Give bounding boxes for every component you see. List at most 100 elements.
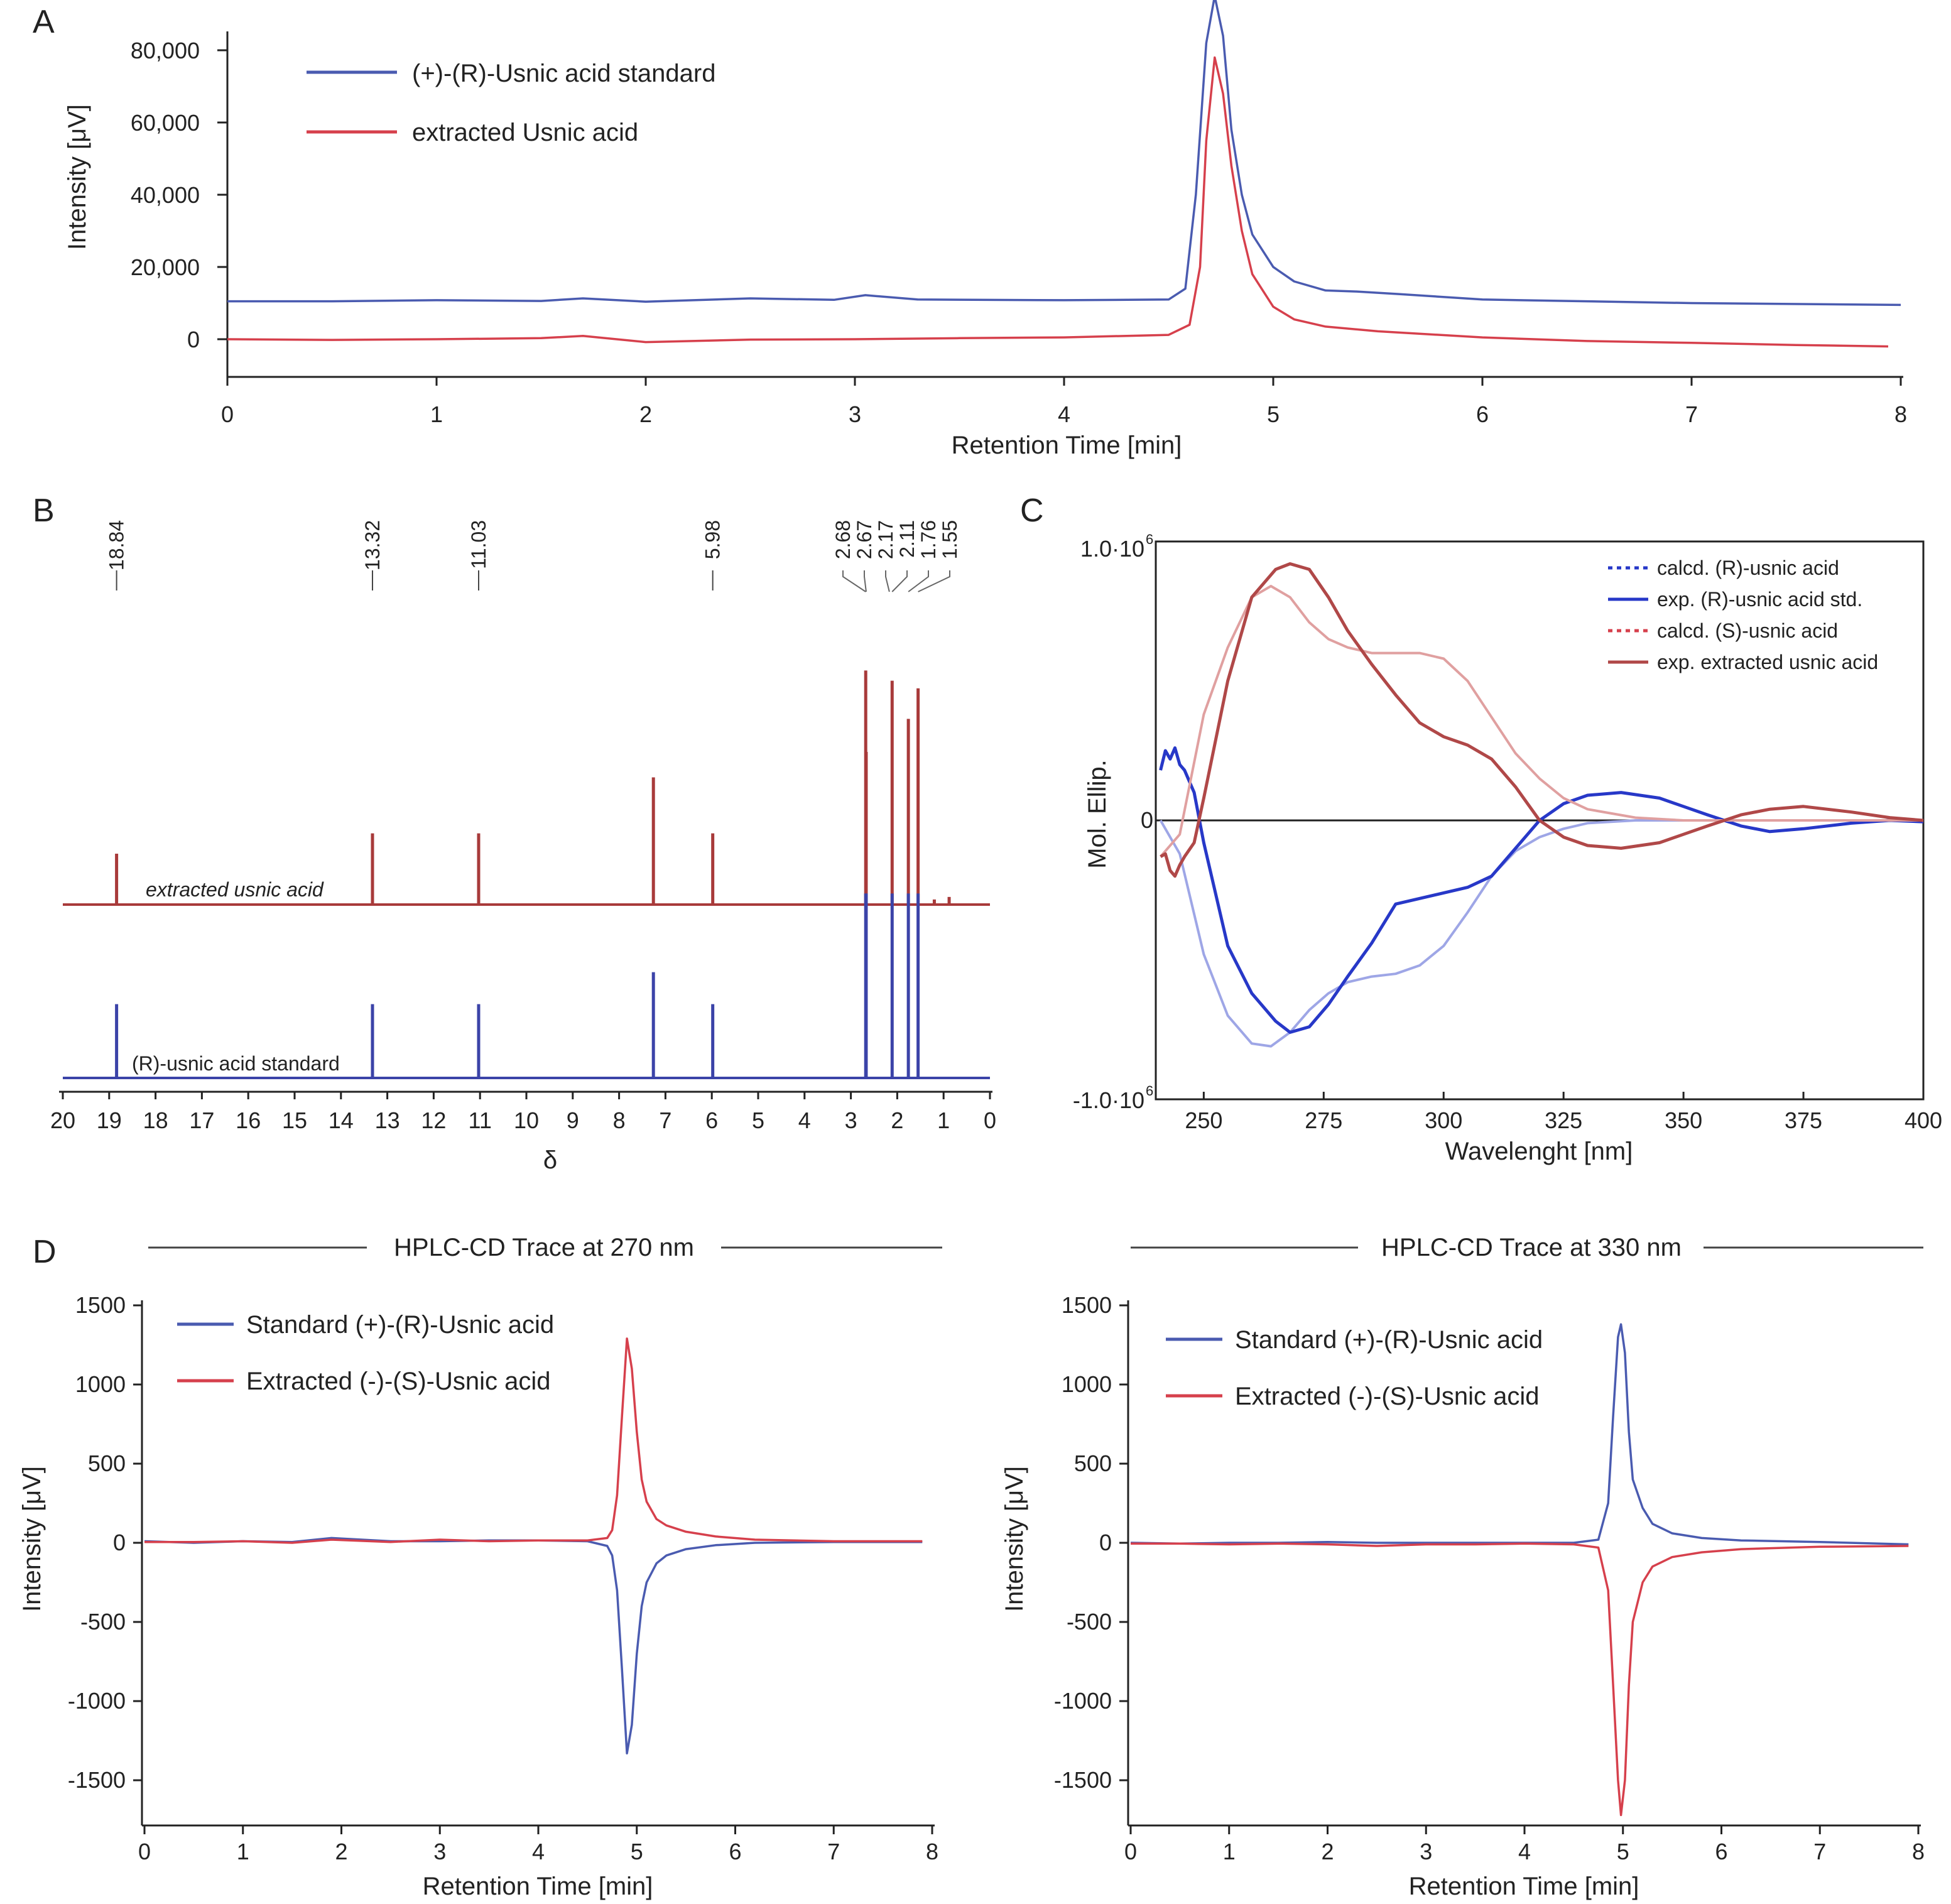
panel-d-270-ytick-label: 0 [113, 1530, 126, 1555]
panel-b-xtick-label: 2 [891, 1107, 903, 1133]
panel-a-series [227, 0, 1901, 348]
panel-a-ytick-label: 80,000 [131, 38, 200, 63]
panel-b-peak-label: 1.76 [917, 520, 940, 559]
panel-d-330-xtick-label: 1 [1223, 1839, 1236, 1864]
panel-c-ytick-zero: 0 [1141, 807, 1153, 833]
panel-b-peak-label-leader [891, 570, 908, 592]
panel-b-peak-label: 11.03 [467, 520, 490, 569]
panel-d-330-xtick-label: 0 [1124, 1839, 1137, 1864]
panel-d-270-xtick-label: 1 [237, 1839, 249, 1864]
panel-a-xlabel: Retention Time [min] [952, 432, 1182, 459]
panel-d-330-xtick-label: 3 [1420, 1839, 1432, 1864]
panel-b-peak-label-leader [864, 570, 867, 592]
panel-d-330-ytick-label: -500 [1067, 1609, 1112, 1635]
panel-d-330-ytick-label: 500 [1074, 1450, 1112, 1476]
panel-a-xtick-label: 5 [1267, 401, 1280, 427]
panel-d-330-axes: 0 1 2 3 4 5 6 7 8 -1500 -1000 -500 0 500 1000 1500 [1054, 1292, 1925, 1864]
panel-b-extracted-label: extracted usnic acid [146, 878, 324, 901]
panel-d-330-legend-standard: Standard (+)-(R)-Usnic acid [1235, 1326, 1543, 1354]
panel-b-xlabel: δ [543, 1146, 557, 1174]
panel-c-xtick-label: 325 [1545, 1107, 1582, 1133]
panel-d-270-ytick-label: -1500 [68, 1767, 126, 1793]
panel-b-xtick-label: 16 [236, 1107, 261, 1133]
panel-c-xlabel: Wavelenght [nm] [1445, 1138, 1633, 1165]
panel-b-xtick-label: 4 [798, 1107, 811, 1133]
panel-d-330-ytick-label: 1500 [1062, 1292, 1112, 1318]
panel-b-xtick-label: 10 [514, 1107, 539, 1133]
panel-a-legend-standard: (+)-(R)-Usnic acid standard [412, 60, 715, 87]
panel-c: C 250 275 300 325 350 375 400 calcd. (R)-usnic… [1020, 492, 1942, 1165]
panel-d-270-axes: 0 1 2 3 4 5 6 7 8 -1500 -1000 -500 0 500 1000 1500 [68, 1292, 938, 1864]
panel-d-270-xtick-label: 6 [729, 1839, 741, 1864]
panel-c-ytick-bottom: -1.0·10 6 [1073, 1083, 1153, 1113]
panel-b-xtick-label: 0 [984, 1107, 996, 1133]
panel-c-legend-exp-r: exp. (R)-usnic acid std. [1657, 588, 1862, 611]
panel-a-ylabel: Intensity [μV] [63, 104, 91, 250]
panel-d-330-series-extracted [1131, 1542, 1909, 1817]
panel-a-xtick-label: 6 [1476, 401, 1489, 427]
panel-a-series-extracted [227, 56, 1889, 348]
panel-c-series-calcd-r [1159, 819, 1923, 1048]
panel-a-legend-extracted: extracted Usnic acid [412, 119, 638, 146]
panel-b-xtick-label: 12 [421, 1107, 446, 1133]
panel-b-xtick-label: 13 [375, 1107, 400, 1133]
panel-c-ytick-top-mantissa: 1.0·10 [1080, 536, 1144, 562]
panel-a-ytick-label: 20,000 [131, 254, 200, 280]
panel-b-xtick-label: 5 [752, 1107, 764, 1133]
panel-b-xtick-label: 3 [845, 1107, 857, 1133]
panel-b-peak-labels: 18.84 13.32 11.03 5.98 2.682.672.172.111.761… [106, 520, 961, 592]
panel-d-330-title: HPLC-CD Trace at 330 nm [1381, 1234, 1682, 1261]
panel-d-270-ytick-label: 500 [88, 1450, 126, 1476]
panel-b-peak-label: 5.98 [702, 520, 724, 559]
panel-a-xtick-label: 2 [639, 401, 652, 427]
panel-b: B 20 19 18 17 16 15 14 13 12 11 10 9 8 7 6 5 4 3 2 1 0 18.84… [33, 492, 996, 1174]
panel-d-330-xtick-label: 7 [1813, 1839, 1826, 1864]
panel-a-xtick-label: 1 [430, 401, 443, 427]
panel-b-xtick-label: 19 [97, 1107, 122, 1133]
panel-a-xtick-label: 0 [221, 401, 234, 427]
panel-d-330-ytick-label: 0 [1099, 1530, 1112, 1555]
panel-b-xtick-label: 14 [329, 1107, 354, 1133]
panel-d-330-ylabel: Intensity [μV] [1001, 1466, 1028, 1612]
panel-b-peak-label-leader [908, 570, 929, 592]
panel-d-330-legend-extracted: Extracted (-)-(S)-Usnic acid [1235, 1383, 1540, 1410]
panel-c-series [1159, 562, 1924, 1048]
panel-c-series-exp-extracted [1160, 562, 1924, 878]
panel-d-330-series [1130, 1323, 1909, 1817]
panel-b-xtick-label: 1 [937, 1107, 950, 1133]
panel-d-330-xlabel: Retention Time [min] [1409, 1873, 1639, 1900]
panel-c-legend-exp-extracted: exp. extracted usnic acid [1657, 651, 1878, 673]
panel-b-axes: 20 19 18 17 16 15 14 13 12 11 10 9 8 7 6 5 4 3 2 1 0 [50, 1091, 996, 1133]
panel-d-270-xtick-label: 3 [433, 1839, 446, 1864]
panel-d-330-series-standard [1130, 1323, 1909, 1546]
panel-d-270-legend-standard: Standard (+)-(R)-Usnic acid [246, 1311, 554, 1339]
panel-b-xtick-label: 7 [659, 1107, 671, 1133]
panel-a-ytick-label: 40,000 [131, 182, 200, 208]
panel-d-270-xtick-label: 0 [138, 1839, 151, 1864]
panel-d-330-xtick-label: 8 [1912, 1839, 1925, 1864]
panel-d-270nm: D HPLC-CD Trace at 270 nm 0 1 2 3 4 5 6 7 8 -1500… [18, 1234, 942, 1900]
panel-c-legend-calcd-s: calcd. (S)-usnic acid [1657, 619, 1838, 642]
panel-c-ytick-bottom-mantissa: -1.0·10 [1073, 1087, 1144, 1113]
panel-b-xtick-label: 8 [613, 1107, 626, 1133]
panel-c-legend-calcd-r: calcd. (R)-usnic acid [1657, 557, 1839, 579]
panel-d-270-xtick-label: 2 [335, 1839, 347, 1864]
panel-b-standard-label: (R)-usnic acid standard [132, 1052, 340, 1075]
panel-b-peak-label: 18.84 [106, 520, 128, 570]
panel-b-xtick-label: 15 [282, 1107, 307, 1133]
panel-c-label: C [1020, 492, 1044, 529]
panel-a-xtick-label: 7 [1685, 401, 1698, 427]
panel-a-xtick-label: 4 [1058, 401, 1070, 427]
panel-d-270-series [144, 1337, 923, 1754]
panel-c-legend: calcd. (R)-usnic acid exp. (R)-usnic aci… [1608, 557, 1878, 673]
panel-c-axes: 250 275 300 325 350 375 400 [1156, 819, 1942, 1133]
panel-b-xtick-label: 6 [705, 1107, 718, 1133]
panel-c-ytick-bottom-exponent: 6 [1146, 1083, 1153, 1099]
panel-b-peak-label-leader [885, 570, 890, 592]
panel-d-270-series-standard [144, 1537, 923, 1754]
panel-d-270-xtick-label: 5 [631, 1839, 643, 1864]
panel-d-270-ytick-label: 1000 [75, 1371, 126, 1397]
panel-c-ylabel: Mol. Ellip. [1084, 759, 1111, 868]
panel-c-xtick-label: 400 [1905, 1107, 1942, 1133]
panel-d-270-title: HPLC-CD Trace at 270 nm [394, 1234, 694, 1261]
